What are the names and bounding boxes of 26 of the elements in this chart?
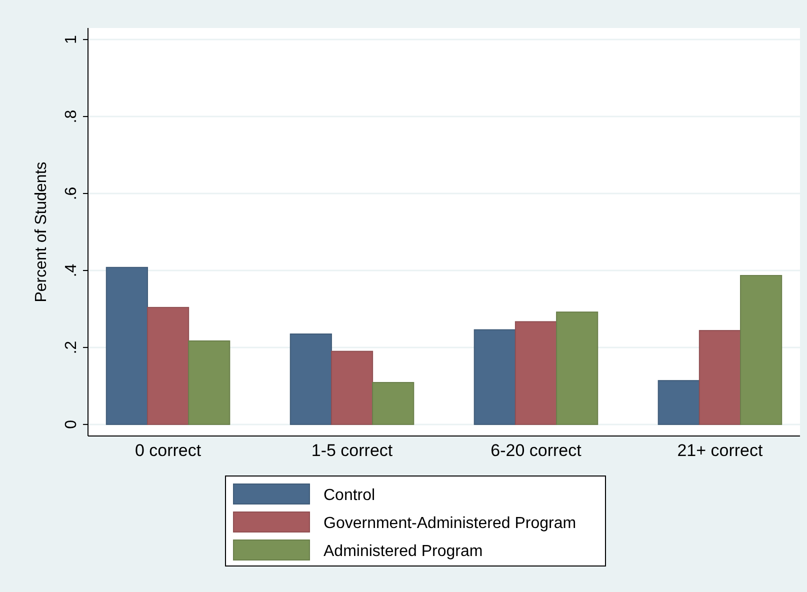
bar xyxy=(514,321,558,425)
y-tick-label: .6 xyxy=(63,186,80,200)
bar xyxy=(474,329,516,425)
x-tick-label: 1-5 correct xyxy=(311,441,393,460)
y-tick-label: 0 xyxy=(63,420,80,429)
bar xyxy=(106,266,148,425)
bar xyxy=(188,340,230,425)
x-tick-label: 21+ correct xyxy=(677,441,764,460)
bar xyxy=(698,330,742,425)
x-tick-label: 0 correct xyxy=(134,441,202,460)
y-axis-title: Percent of Students xyxy=(33,162,50,302)
y-tick-label: 1 xyxy=(63,35,80,44)
legend-label: Administered Program xyxy=(324,543,483,560)
y-tick-label: .8 xyxy=(63,110,80,124)
bar xyxy=(740,274,782,425)
bar xyxy=(290,334,332,425)
bar xyxy=(556,312,598,425)
bar xyxy=(658,380,700,425)
x-tick-label: 6-20 correct xyxy=(490,441,582,460)
y-tick-label: .4 xyxy=(63,264,80,278)
bar xyxy=(330,350,374,425)
bar xyxy=(146,306,190,425)
y-tick-label: .2 xyxy=(63,340,80,354)
legend-label: Control xyxy=(324,487,376,504)
bar xyxy=(372,382,414,425)
legend-label: Government-Administered Program xyxy=(324,515,576,532)
